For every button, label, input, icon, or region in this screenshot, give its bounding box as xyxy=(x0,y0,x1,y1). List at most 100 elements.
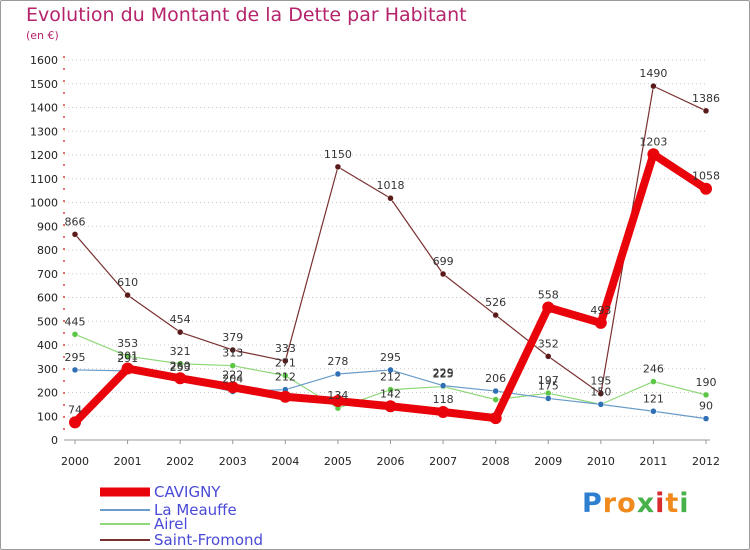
data-label: 379 xyxy=(222,331,243,344)
data-label: 558 xyxy=(538,288,559,301)
x-tick-label: 2008 xyxy=(482,455,510,468)
x-tick-label: 2004 xyxy=(271,455,299,468)
data-point xyxy=(174,372,187,385)
data-label: 1150 xyxy=(324,148,352,161)
data-label: 1386 xyxy=(692,92,720,105)
data-label: 142 xyxy=(380,387,401,400)
data-point xyxy=(597,401,605,408)
data-point xyxy=(597,390,605,397)
data-label: 321 xyxy=(170,345,191,358)
data-point xyxy=(492,396,499,403)
data-label: 699 xyxy=(433,255,454,268)
data-label: 1058 xyxy=(692,170,720,183)
x-tick-label: 2011 xyxy=(639,455,667,468)
data-point xyxy=(437,405,450,418)
data-point xyxy=(229,346,236,354)
data-point xyxy=(594,316,607,329)
data-point xyxy=(387,194,394,202)
data-point xyxy=(176,360,184,368)
data-label: 1018 xyxy=(377,179,405,192)
data-label: 222 xyxy=(222,368,243,381)
legend-label: CAVIGNY xyxy=(154,483,221,501)
logo-letter: i xyxy=(655,488,666,519)
data-point xyxy=(545,353,552,360)
data-label: 1490 xyxy=(639,67,667,80)
y-tick-label: 100 xyxy=(37,410,58,423)
data-point xyxy=(700,182,712,195)
data-point xyxy=(542,301,555,314)
unit-label: (en €) xyxy=(26,29,59,42)
data-label: 291 xyxy=(117,352,138,365)
x-tick-label: 2000 xyxy=(61,455,89,468)
data-point xyxy=(492,387,499,395)
data-point xyxy=(387,386,394,393)
data-point xyxy=(69,416,81,429)
data-label: 206 xyxy=(485,372,506,385)
data-point xyxy=(489,412,502,425)
y-tick-label: 200 xyxy=(37,387,58,400)
data-point xyxy=(71,366,79,374)
chart-title: Evolution du Montant de la Dette par Hab… xyxy=(26,4,467,26)
y-tick-label: 700 xyxy=(37,268,58,281)
y-tick-label: 1000 xyxy=(30,197,58,210)
data-point xyxy=(279,390,292,403)
data-label: 90 xyxy=(699,400,713,413)
data-point xyxy=(439,382,447,389)
data-label: 121 xyxy=(643,392,664,405)
data-point xyxy=(124,352,131,360)
data-label: 260 xyxy=(170,359,191,372)
legend-label: La Meauffe xyxy=(154,501,237,519)
data-label: 118 xyxy=(433,393,454,406)
data-point xyxy=(229,362,236,369)
data-point xyxy=(492,311,499,319)
data-point xyxy=(121,362,134,375)
data-label: 313 xyxy=(222,347,243,360)
x-tick-label: 2012 xyxy=(692,455,720,468)
data-label: 225 xyxy=(433,368,454,381)
y-tick-label: 1600 xyxy=(30,54,58,67)
logo-letter: r xyxy=(602,488,618,519)
data-point xyxy=(71,231,79,238)
data-point xyxy=(71,331,79,338)
data-point xyxy=(282,357,289,365)
data-label: 301 xyxy=(117,350,138,363)
x-tick-label: 2001 xyxy=(114,455,142,468)
y-tick-label: 800 xyxy=(37,244,58,257)
y-tick-label: 0 xyxy=(51,434,58,447)
data-point xyxy=(545,395,552,402)
data-label: 134 xyxy=(327,389,348,402)
legend-label: Airel xyxy=(154,515,188,533)
data-label: 175 xyxy=(538,379,559,392)
data-point xyxy=(439,270,447,278)
y-tick-label: 1100 xyxy=(30,173,58,186)
data-label: 295 xyxy=(65,351,86,364)
data-point xyxy=(176,328,184,336)
data-label: 271 xyxy=(275,357,296,370)
data-label: 866 xyxy=(65,215,86,228)
logo-letter: x xyxy=(636,488,656,519)
data-label: 278 xyxy=(327,355,348,368)
data-label: 493 xyxy=(590,304,611,317)
y-tick-label: 1500 xyxy=(30,78,58,91)
data-point xyxy=(702,391,710,399)
x-tick-label: 2005 xyxy=(324,455,352,468)
logo-letter: P xyxy=(582,488,603,519)
data-label: 526 xyxy=(485,296,506,309)
data-point xyxy=(226,381,239,394)
x-tick-label: 2007 xyxy=(429,455,457,468)
logo-letter: t xyxy=(665,488,680,519)
data-point xyxy=(650,378,657,385)
data-label: 197 xyxy=(538,374,559,387)
data-point xyxy=(647,148,660,161)
data-label: 353 xyxy=(117,337,138,350)
data-point xyxy=(124,291,131,299)
data-label: 150 xyxy=(590,385,611,398)
data-point xyxy=(384,400,397,413)
data-point xyxy=(282,372,289,379)
y-tick-label: 1200 xyxy=(30,149,58,162)
x-tick-label: 2009 xyxy=(534,455,562,468)
data-label: 195 xyxy=(590,375,611,388)
y-tick-label: 600 xyxy=(37,292,58,305)
data-label: 190 xyxy=(696,376,717,389)
